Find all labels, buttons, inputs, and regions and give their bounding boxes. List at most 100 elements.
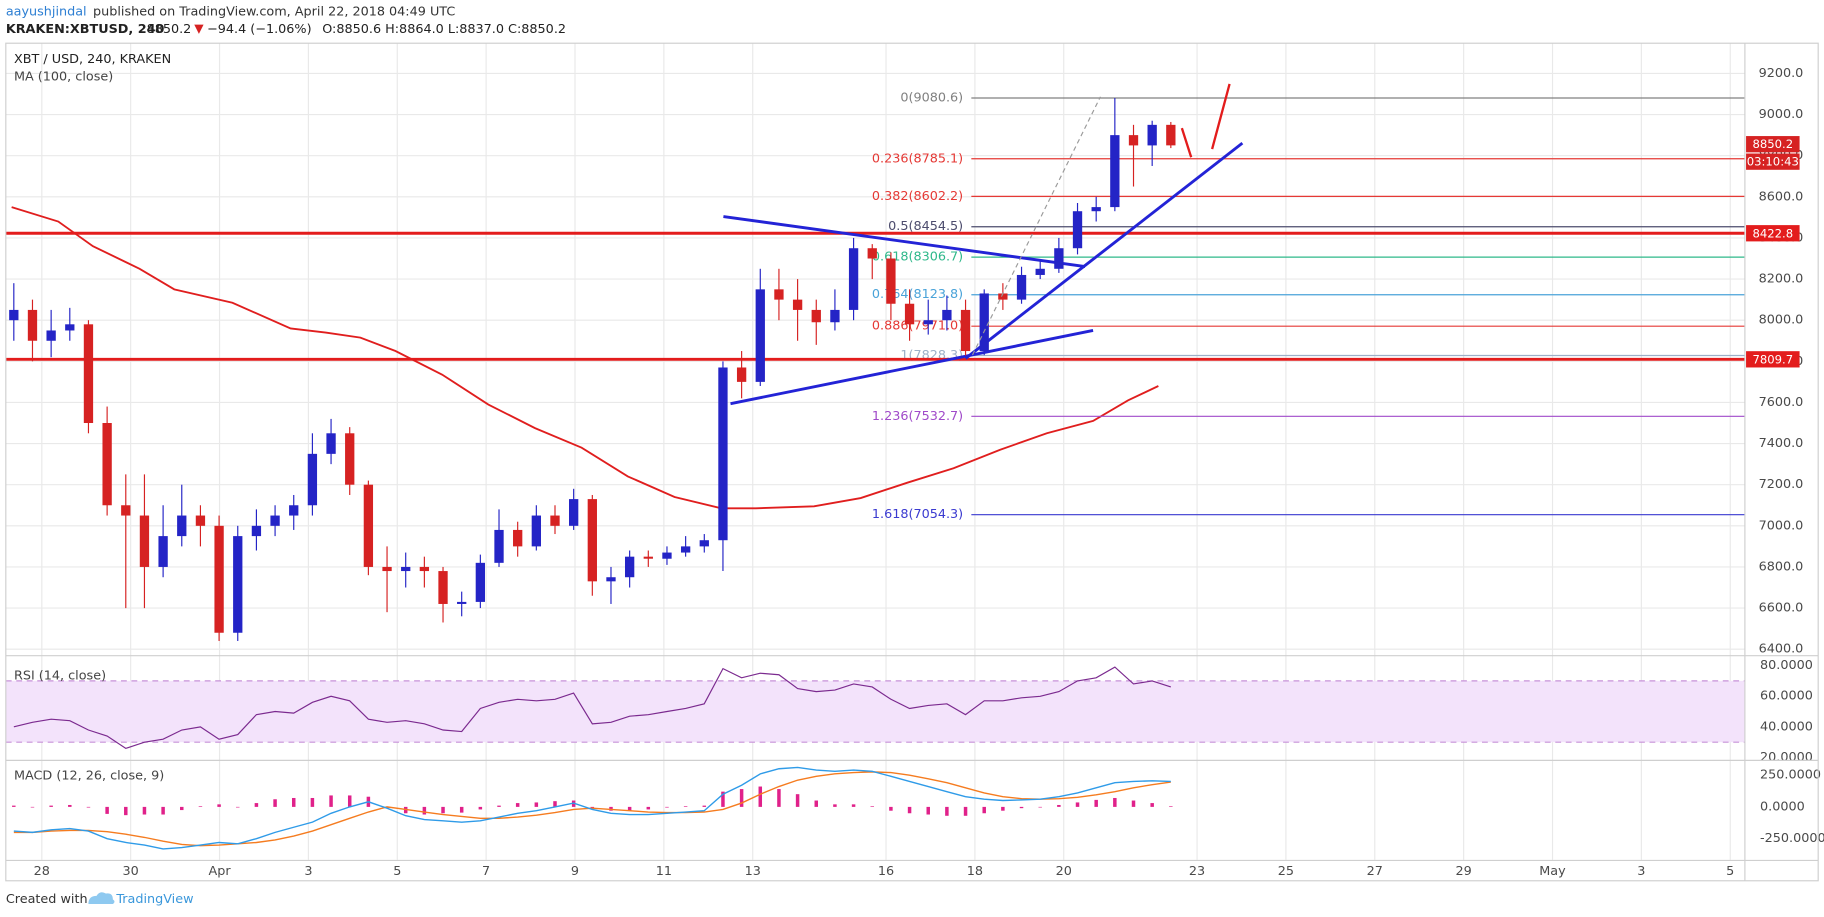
x-tick-label: 27 <box>1367 864 1383 879</box>
macd-histogram-bar <box>683 806 688 807</box>
candle-body <box>1147 124 1157 146</box>
candle-body <box>755 289 765 382</box>
logo <box>88 892 115 905</box>
macd-histogram-bar <box>758 786 763 807</box>
x-tick-label: Apr <box>208 864 231 879</box>
candle-body <box>494 529 504 563</box>
y-tick-label: 20.0000 <box>1760 750 1813 765</box>
x-tick-label: 23 <box>1189 864 1205 879</box>
y-tick-label: 7200.0 <box>1759 477 1804 492</box>
author[interactable]: aayushjindal <box>6 4 87 19</box>
macd-line <box>13 766 1171 850</box>
candle-body <box>1110 135 1120 208</box>
macd-histogram-bar <box>926 806 930 815</box>
rsi-line <box>13 666 1172 750</box>
macd-histogram-bar <box>721 791 725 807</box>
fib-label: 0.5(8454.5) <box>888 219 963 234</box>
macd-histogram-bar <box>198 806 203 807</box>
footer-text: Created with <box>6 892 88 907</box>
candle-body <box>643 556 653 559</box>
candle-body <box>158 536 168 567</box>
candle-body <box>65 324 75 331</box>
change: −94.4 (−1.06%) <box>207 22 312 37</box>
plot-area: 28 30 Apr 3 5 7 9 11 13 16 18 20 23 25 27 29 May 3 5 6400.0… <box>5 43 1824 879</box>
y-tick-label: 250.0000 <box>1760 768 1821 783</box>
macd-histogram-bar <box>12 805 16 807</box>
candle-body <box>401 566 411 572</box>
last-price-tag <box>1746 136 1800 153</box>
y-tick-label: 80.0000 <box>1760 658 1813 673</box>
candle-body <box>569 499 579 526</box>
fib-label: 1.618(7054.3) <box>872 507 963 522</box>
macd-title: MACD (12, 26, close, 9) <box>14 769 164 784</box>
trendline <box>964 142 1244 360</box>
candle-body <box>46 330 56 341</box>
y-tick-label: -250.0000 <box>1760 831 1824 846</box>
macd-histogram-bar <box>236 806 240 808</box>
candle-body <box>830 309 840 323</box>
candle-body <box>363 484 374 567</box>
candle-body <box>979 293 989 352</box>
candle-body <box>195 515 206 526</box>
macd-histogram-bar <box>1113 797 1117 807</box>
candle-body <box>531 515 541 547</box>
x-tick-label: 3 <box>1637 864 1645 879</box>
candle-body <box>326 433 336 454</box>
macd-histogram-bar <box>739 789 744 807</box>
macd-histogram-bar <box>254 803 259 807</box>
fib-label: 0(9080.6) <box>900 90 963 105</box>
x-tick-label: 11 <box>656 864 672 879</box>
macd-histogram-bar <box>851 804 856 807</box>
macd-histogram-bar <box>441 806 445 814</box>
candle-body <box>736 367 747 382</box>
macd-histogram-bar <box>329 795 333 807</box>
down-arrow <box>194 24 204 34</box>
macd-histogram-bar <box>702 805 707 807</box>
fib-label: 1.236(7532.7) <box>872 409 963 424</box>
macd-histogram-bar <box>49 805 53 807</box>
y-tick-label: 8600.0 <box>1759 189 1804 204</box>
candle-body <box>251 525 262 537</box>
candle-body <box>121 505 131 516</box>
candle-body <box>382 566 392 572</box>
candle-body <box>587 499 597 582</box>
macd-histogram-bar <box>665 806 669 808</box>
symbol: KRAKEN:XBTUSD, 240 <box>6 22 165 37</box>
x-tick-label: 3 <box>304 864 312 879</box>
candle-body <box>139 515 150 567</box>
macd-histogram-bar <box>105 806 109 814</box>
x-tick-label: 9 <box>571 864 579 879</box>
macd-histogram-bar <box>870 806 874 807</box>
trendline <box>723 215 1086 268</box>
macd-histogram-bar <box>86 806 91 808</box>
macd-histogram-bar <box>907 806 912 814</box>
ma-label: MA (100, close) <box>14 69 113 84</box>
candle-body <box>27 309 38 341</box>
candle-body <box>774 289 784 300</box>
candle-body <box>699 540 709 547</box>
ohlc: O:8850.6 H:8864.0 L:8837.0 C:8850.2 <box>322 22 566 37</box>
macd-histogram-bar <box>422 806 427 815</box>
candle-body <box>792 299 803 310</box>
fib-label: 0.764(8123.8) <box>872 287 963 302</box>
candle-body <box>1054 248 1064 269</box>
brand[interactable]: TradingView <box>115 892 193 907</box>
countdown-label: 03:10:43 <box>1747 155 1799 169</box>
candle-body <box>177 515 187 537</box>
x-tick-label: 20 <box>1056 864 1072 879</box>
macd-histogram-bar <box>777 789 781 807</box>
macd-histogram-bar <box>1094 799 1098 807</box>
candle-body <box>680 546 691 553</box>
macd-histogram-bar <box>534 802 539 807</box>
macd-histogram-bar <box>515 803 520 807</box>
macd-histogram-bar <box>180 806 184 811</box>
macd-histogram-bar <box>982 806 986 814</box>
macd-histogram-bar <box>945 806 949 816</box>
candle-body <box>606 577 616 582</box>
candle-body <box>624 556 635 578</box>
candle-body <box>718 367 728 541</box>
x-tick-label: 30 <box>123 864 139 879</box>
